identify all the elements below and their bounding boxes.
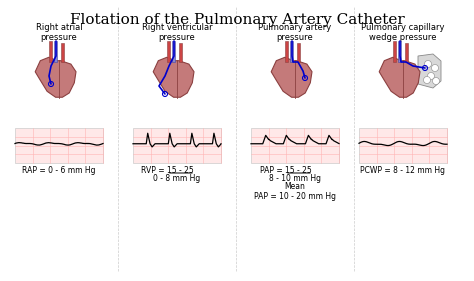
Text: 8 - 10 mm Hg: 8 - 10 mm Hg	[269, 174, 321, 183]
Text: Pulmonary artery
pressure: Pulmonary artery pressure	[258, 23, 332, 42]
Polygon shape	[271, 57, 312, 97]
Text: PCWP = 8 - 12 mm Hg: PCWP = 8 - 12 mm Hg	[361, 166, 446, 175]
Circle shape	[425, 60, 431, 67]
Polygon shape	[393, 41, 396, 62]
FancyBboxPatch shape	[359, 128, 447, 163]
Polygon shape	[167, 41, 170, 62]
Polygon shape	[405, 43, 408, 62]
Text: 15 - 25: 15 - 25	[167, 166, 194, 175]
Text: Pulmonary capillary
wedge pressure: Pulmonary capillary wedge pressure	[361, 23, 445, 42]
Text: Flotation of the Pulmonary Artery Catheter: Flotation of the Pulmonary Artery Cathet…	[70, 13, 404, 27]
Text: RAP = 0 - 6 mm Hg: RAP = 0 - 6 mm Hg	[22, 166, 96, 175]
Polygon shape	[398, 41, 401, 62]
Circle shape	[432, 78, 439, 85]
Polygon shape	[179, 43, 182, 62]
Polygon shape	[379, 57, 420, 97]
Circle shape	[423, 76, 430, 83]
Text: Right ventricular
pressure: Right ventricular pressure	[142, 23, 212, 42]
Text: Right atrial
pressure: Right atrial pressure	[36, 23, 82, 42]
Polygon shape	[172, 41, 175, 62]
Text: Mean
PAP = 10 - 20 mm Hg: Mean PAP = 10 - 20 mm Hg	[254, 182, 336, 201]
Polygon shape	[49, 41, 52, 62]
Polygon shape	[153, 57, 194, 97]
Circle shape	[431, 65, 438, 71]
Polygon shape	[290, 41, 293, 62]
Polygon shape	[285, 41, 288, 62]
Circle shape	[428, 72, 435, 80]
Polygon shape	[297, 43, 300, 62]
Text: RVP =: RVP =	[141, 166, 167, 175]
FancyBboxPatch shape	[133, 128, 221, 163]
Polygon shape	[35, 57, 76, 97]
Text: 0 - 8 mm Hg: 0 - 8 mm Hg	[154, 174, 201, 183]
Text: PAP =: PAP =	[260, 166, 285, 175]
Text: 15 - 25: 15 - 25	[285, 166, 312, 175]
Polygon shape	[418, 54, 441, 88]
FancyBboxPatch shape	[251, 128, 339, 163]
Polygon shape	[54, 41, 57, 62]
Polygon shape	[61, 43, 64, 62]
FancyBboxPatch shape	[15, 128, 103, 163]
